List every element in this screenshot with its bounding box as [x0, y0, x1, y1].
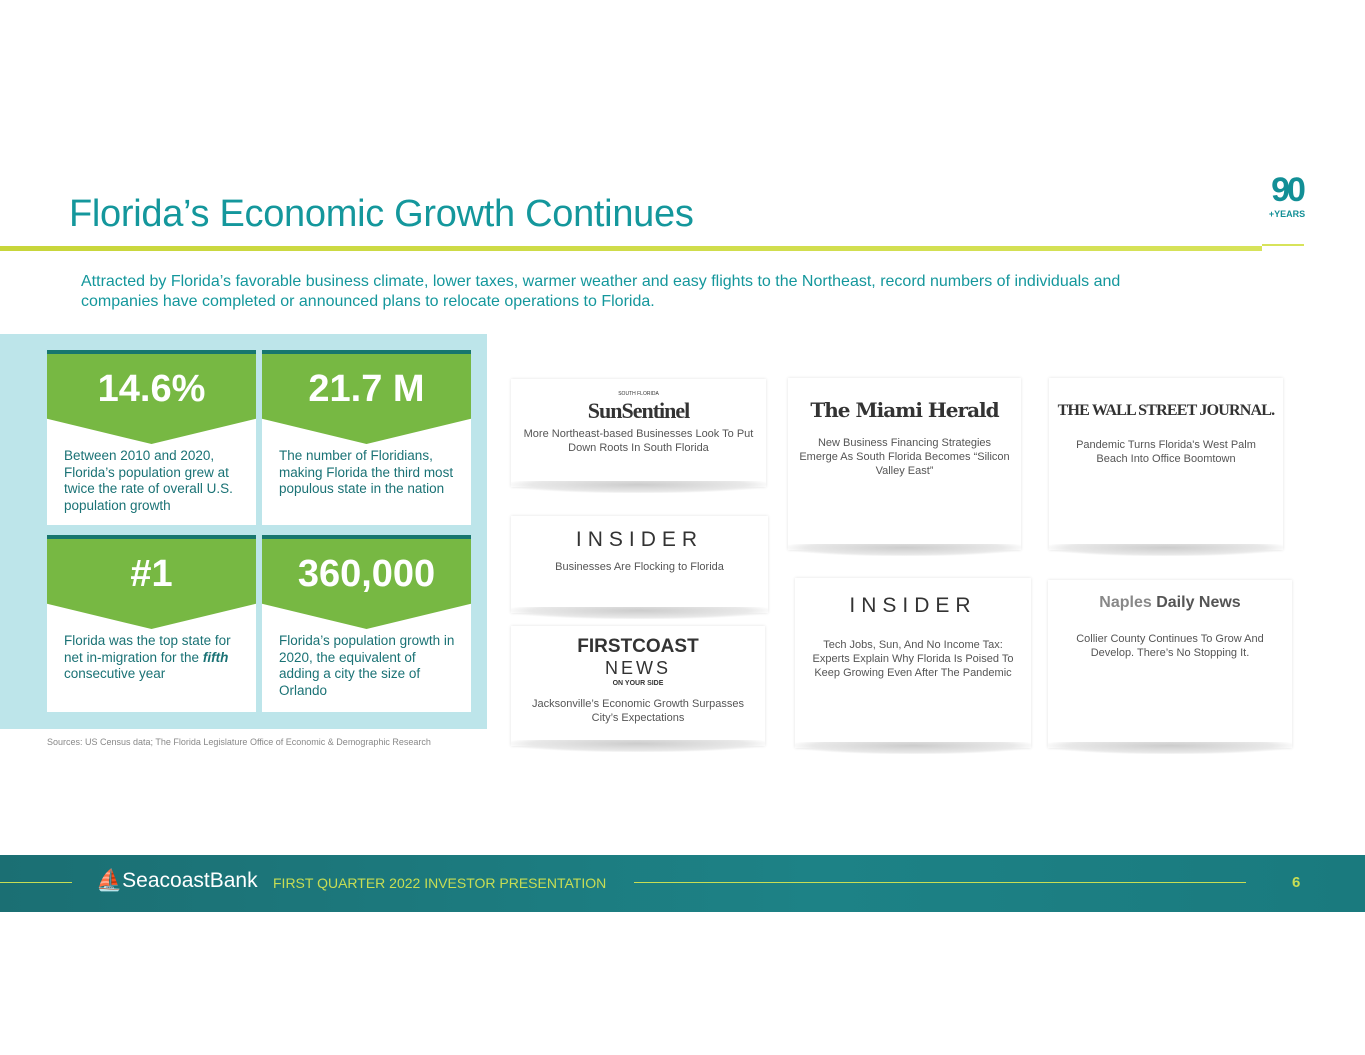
presentation-label: FIRST QUARTER 2022 INVESTOR PRESENTATION	[273, 875, 607, 891]
headline: More Northeast-based Businesses Look To …	[523, 428, 754, 454]
news-card: Naples Daily News Collier County Continu…	[1048, 580, 1292, 754]
stat-description-emphasis: fifth	[202, 649, 229, 665]
outlet-logo: Naples Daily News	[1048, 594, 1292, 612]
outlet-logo-sub: SOUTH FLORIDA	[618, 391, 659, 397]
stat-value: 14.6%	[97, 368, 206, 410]
headline: Collier County Continues To Grow And Dev…	[1076, 633, 1264, 659]
footer-line	[634, 882, 1246, 883]
outlet-logo-line1: FIRSTCOAST	[577, 636, 699, 657]
stat-value: 360,000	[297, 553, 436, 595]
outlet-logo-tagline: ON YOUR SIDE	[612, 680, 664, 687]
stat-value: 21.7 M	[308, 368, 425, 410]
anniversary-number: 90	[1271, 171, 1306, 209]
sources-note: Sources: US Census data; The Florida Leg…	[47, 737, 431, 747]
anniversary-label: +YEARS	[1268, 209, 1306, 219]
stat-description-pre: Florida was the top state for net in-mig…	[64, 633, 231, 665]
headline: Pandemic Turns Florida's West Palm Beach…	[1076, 439, 1256, 465]
sail-icon: ⛵	[96, 869, 123, 892]
stat-card: #1 Florida was the top state for net in-…	[47, 535, 256, 712]
outlet-logo: SOUTH FLORIDA SunSentinel	[511, 391, 766, 423]
intro-text: Attracted by Florida’s favorable busines…	[81, 273, 1121, 310]
stat-banner: #1	[47, 539, 256, 629]
outlet-logo: INSIDER	[575, 528, 704, 551]
title-divider-tail	[1262, 244, 1304, 246]
headline: New Business Financing Strategies Emerge…	[799, 437, 1010, 477]
stat-card: 14.6% Between 2010 and 2020, Florida’s p…	[47, 350, 256, 525]
stat-description: Florida’s population growth in 2020, the…	[279, 633, 455, 698]
torn-edge	[1049, 544, 1283, 556]
news-card: The Miami Herald New Business Financing …	[788, 378, 1021, 556]
stat-description: The number of Floridians, making Florida…	[279, 448, 454, 496]
news-card: FIRSTCOAST NEWS ON YOUR SIDE Jacksonvill…	[511, 626, 765, 752]
footer-line	[0, 882, 72, 883]
stat-banner: 14.6%	[47, 354, 256, 444]
page-number: 6	[1292, 874, 1301, 891]
title-divider	[0, 246, 1262, 251]
brand-name: SeacoastBank	[122, 869, 258, 892]
outlet-logo: The Miami Herald	[810, 398, 999, 422]
footer: ⛵SeacoastBank FIRST QUARTER 2022 INVESTO…	[0, 855, 1365, 912]
outlet-logo: FIRSTCOAST NEWS ON YOUR SIDE	[511, 636, 765, 689]
torn-edge	[511, 481, 766, 493]
outlet-logo: THE WALL STREET JOURNAL.	[1057, 402, 1276, 419]
news-card: SOUTH FLORIDA SunSentinel More Northeast-…	[511, 379, 766, 493]
anniversary-logo: 90 +YEARS	[1262, 172, 1312, 220]
stat-description: Between 2010 and 2020, Florida’s populat…	[64, 448, 233, 513]
outlet-logo-name: SunSentinel	[587, 398, 691, 423]
headline: Businesses Are Flocking to Florida	[555, 561, 724, 573]
stat-card: 360,000 Florida’s population growth in 2…	[262, 535, 471, 712]
outlet-logo: INSIDER	[849, 594, 977, 617]
stat-card: 21.7 M The number of Floridians, making …	[262, 350, 471, 525]
news-card: INSIDER Businesses Are Flocking to Flori…	[511, 516, 768, 619]
stat-description-post: consecutive year	[64, 666, 166, 681]
stat-description: Florida was the top state for net in-mig…	[47, 629, 256, 683]
headline: Tech Jobs, Sun, And No Income Tax: Exper…	[812, 639, 1014, 679]
torn-edge	[1048, 742, 1292, 754]
torn-edge	[795, 742, 1031, 754]
stat-banner: 21.7 M	[262, 354, 471, 444]
news-card: INSIDER Tech Jobs, Sun, And No Income Ta…	[795, 578, 1031, 754]
headline: Jacksonville’s Economic Growth Surpasses…	[532, 698, 744, 724]
page-title: Florida’s Economic Growth Continues	[69, 193, 694, 235]
torn-edge	[788, 544, 1021, 556]
outlet-logo-bold: Daily News	[1156, 594, 1241, 611]
stat-banner: 360,000	[262, 539, 471, 629]
torn-edge	[511, 740, 765, 752]
stat-value: #1	[130, 553, 173, 595]
outlet-logo-light: Naples	[1099, 594, 1152, 611]
torn-edge	[511, 607, 768, 619]
news-card: THE WALL STREET JOURNAL. Pandemic Turns …	[1049, 378, 1283, 556]
brand-logo: ⛵SeacoastBank	[96, 869, 258, 893]
outlet-logo-line2: NEWS	[605, 658, 671, 678]
